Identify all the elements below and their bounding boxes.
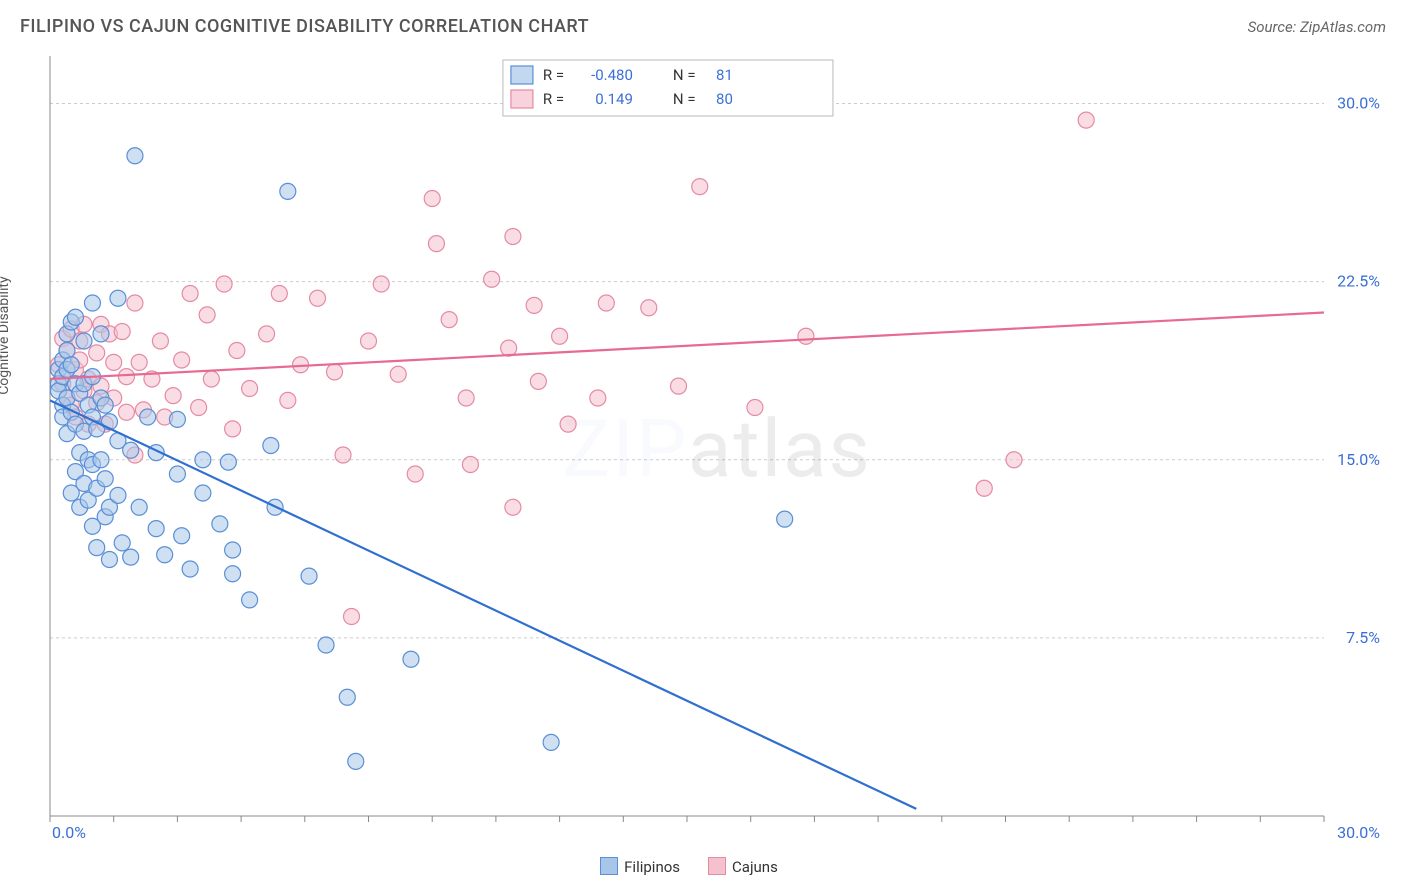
svg-text:7.5%: 7.5% (1346, 628, 1380, 647)
legend-label: Cajuns (732, 858, 778, 876)
svg-text:N =: N = (673, 90, 696, 108)
legend-swatch (600, 857, 618, 875)
svg-text:N =: N = (673, 66, 696, 84)
plot-area: 7.5% 15.0% 22.5% 30.0% 0.0% 30.0% R = -0.480 N =… (48, 54, 1386, 844)
svg-text:15.0%: 15.0% (1337, 450, 1380, 469)
chart-title: FILIPINO VS CAJUN COGNITIVE DISABILITY C… (20, 16, 589, 37)
svg-text:R =: R = (543, 66, 564, 84)
svg-text:80: 80 (716, 90, 733, 108)
bottom-legend: Filipinos Cajuns (0, 857, 1406, 876)
svg-text:0.149: 0.149 (595, 90, 633, 108)
y-axis-label: Cognitive Disability (0, 276, 12, 394)
svg-text:-0.480: -0.480 (591, 66, 633, 84)
svg-text:0.0%: 0.0% (52, 823, 86, 842)
source-attribution: Source: ZipAtlas.com (1248, 18, 1386, 36)
svg-text:30.0%: 30.0% (1337, 94, 1380, 113)
svg-text:81: 81 (716, 66, 733, 84)
legend-label: Filipinos (624, 858, 680, 876)
scatter-chart: 7.5% 15.0% 22.5% 30.0% 0.0% 30.0% R = -0.480 N =… (48, 54, 1386, 844)
legend-swatch (708, 857, 726, 875)
svg-text:R =: R = (543, 90, 564, 108)
svg-text:30.0%: 30.0% (1337, 823, 1380, 842)
svg-text:22.5%: 22.5% (1337, 272, 1380, 291)
